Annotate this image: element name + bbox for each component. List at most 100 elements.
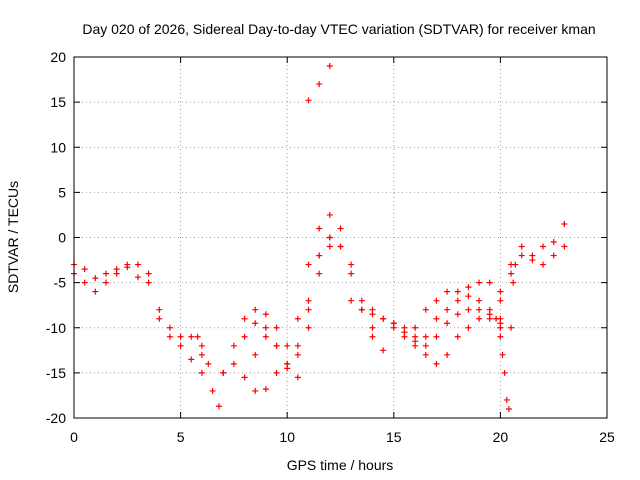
data-point (205, 360, 212, 367)
data-point (326, 234, 333, 241)
y-tick-label: -5 (54, 275, 67, 291)
x-tick-label: 25 (599, 429, 615, 445)
data-point (465, 324, 472, 331)
data-point (305, 324, 312, 331)
data-point (444, 306, 451, 313)
y-tick-label: 20 (50, 49, 66, 65)
data-point (252, 306, 259, 313)
data-point (422, 333, 429, 340)
data-point (550, 239, 557, 246)
data-point (454, 333, 461, 340)
data-point (316, 225, 323, 232)
data-point (508, 261, 515, 268)
data-point (294, 351, 301, 358)
y-tick-label: 15 (50, 94, 66, 110)
data-point (476, 297, 483, 304)
data-point (508, 324, 515, 331)
data-point (145, 270, 152, 277)
data-point (316, 252, 323, 259)
data-point (508, 270, 515, 277)
data-point (380, 315, 387, 322)
data-point (540, 243, 547, 250)
data-point (518, 243, 525, 250)
data-point (390, 320, 397, 327)
y-tick-label: -20 (46, 410, 66, 426)
data-point (326, 63, 333, 70)
data-point (124, 264, 131, 271)
data-point (465, 284, 472, 291)
data-point (486, 279, 493, 286)
data-point (252, 320, 259, 327)
data-point (476, 279, 483, 286)
data-point (316, 270, 323, 277)
series-track-k (390, 306, 504, 349)
plot-border (73, 56, 608, 419)
tick-layer: 0 5 10 15 20 25 -20 -15 -10 -5 0 5 10 15 20 (46, 49, 615, 445)
x-tick-label: 0 (70, 429, 78, 445)
y-tick-label: -15 (46, 365, 66, 381)
data-point (348, 261, 355, 268)
data-layer (71, 63, 568, 412)
x-tick-label: 10 (279, 429, 295, 445)
data-point (497, 320, 504, 327)
data-point (561, 220, 568, 227)
data-point (294, 374, 301, 381)
data-point (305, 97, 312, 104)
y-axis-label: SDTVAR / TECUs (5, 181, 21, 293)
data-point (305, 306, 312, 313)
series-track-l (412, 315, 504, 367)
data-point (262, 386, 269, 393)
data-point (198, 351, 205, 358)
data-point (486, 315, 493, 322)
data-point (215, 403, 222, 410)
data-point (412, 324, 419, 331)
data-point (501, 369, 508, 376)
data-point (305, 261, 312, 268)
y-tick-label: -10 (46, 320, 66, 336)
data-point (209, 387, 216, 394)
data-point (273, 342, 280, 349)
data-point (369, 306, 376, 313)
data-point (337, 243, 344, 250)
data-point (561, 243, 568, 250)
data-point (433, 333, 440, 340)
data-point (220, 369, 227, 376)
data-point (465, 293, 472, 300)
data-point (284, 360, 291, 367)
data-point (188, 356, 195, 363)
data-point (454, 311, 461, 318)
data-point (241, 333, 248, 340)
data-point (412, 333, 419, 340)
data-point (134, 274, 141, 281)
x-tick-label: 15 (386, 429, 402, 445)
data-point (422, 342, 429, 349)
data-point (444, 320, 451, 327)
data-point (92, 275, 99, 282)
grid-layer (74, 57, 607, 418)
data-point (252, 387, 259, 394)
x-tick-label: 20 (493, 429, 509, 445)
data-point (284, 342, 291, 349)
data-point (444, 351, 451, 358)
chart-title: Day 020 of 2026, Sidereal Day-to-day VTE… (82, 21, 595, 37)
data-point (305, 297, 312, 304)
data-point (134, 261, 141, 268)
data-point (294, 315, 301, 322)
y-tick-label: 10 (50, 139, 66, 155)
series-track-o (508, 243, 568, 268)
data-point (348, 297, 355, 304)
data-point (358, 306, 365, 313)
data-point (465, 306, 472, 313)
data-point (444, 288, 451, 295)
data-point (518, 252, 525, 259)
series-track-g (252, 234, 387, 394)
data-point (497, 288, 504, 295)
data-point (230, 342, 237, 349)
data-point (476, 315, 483, 322)
data-point (550, 252, 557, 259)
data-point (369, 333, 376, 340)
data-point (505, 405, 512, 412)
data-point (145, 279, 152, 286)
data-point (262, 324, 269, 331)
